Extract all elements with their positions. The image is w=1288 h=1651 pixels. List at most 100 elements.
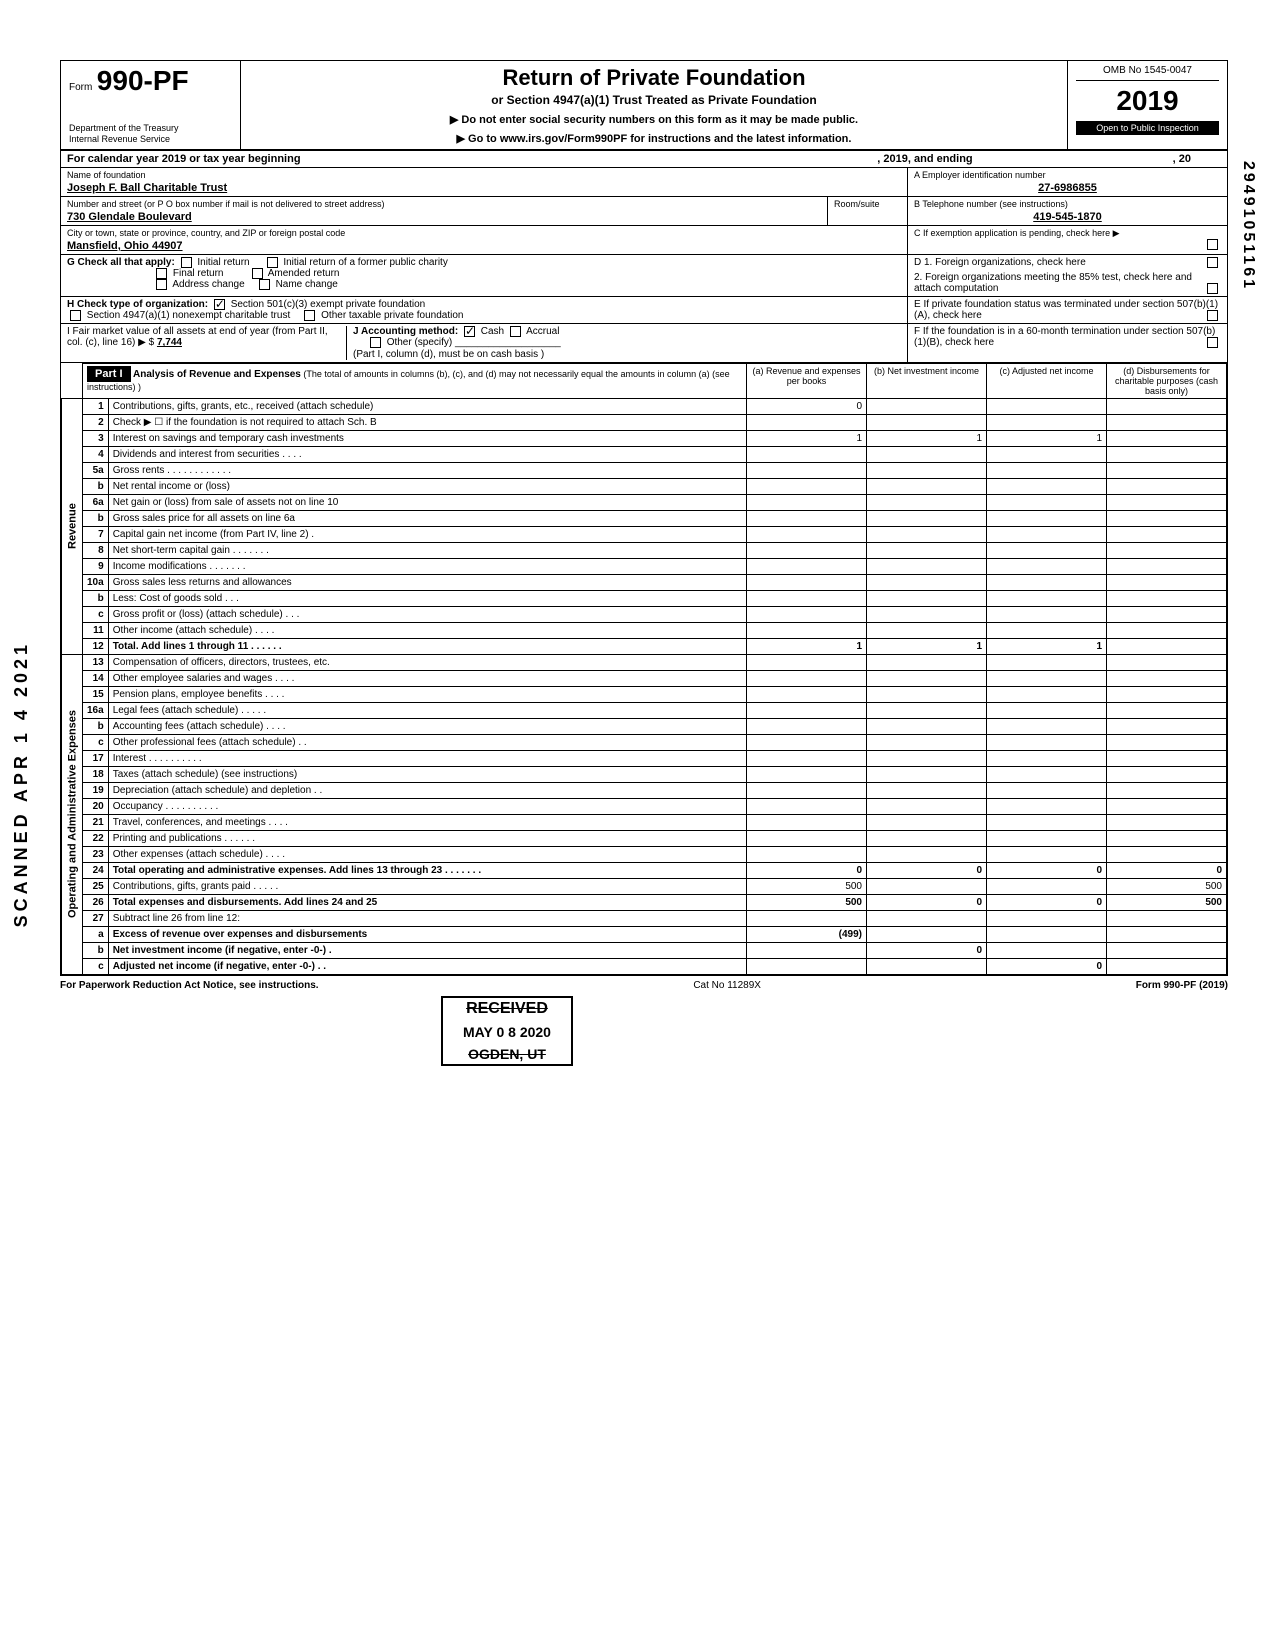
calendar-end: , 20 bbox=[1173, 153, 1191, 165]
row-number: 5a bbox=[83, 462, 109, 478]
row-value bbox=[747, 526, 867, 542]
table-row: 16aLegal fees (attach schedule) . . . . … bbox=[62, 702, 1227, 718]
row-value bbox=[987, 926, 1107, 942]
sec4947-checkbox[interactable] bbox=[70, 310, 81, 321]
initial-former-checkbox[interactable] bbox=[267, 257, 278, 268]
row-value bbox=[987, 446, 1107, 462]
row-value bbox=[867, 718, 987, 734]
row-value bbox=[1107, 542, 1227, 558]
i-label: I Fair market value of all assets at end… bbox=[67, 326, 328, 348]
row-value bbox=[987, 686, 1107, 702]
accrual-checkbox[interactable] bbox=[510, 326, 521, 337]
table-row: cOther professional fees (attach schedul… bbox=[62, 734, 1227, 750]
sec501-checkbox[interactable] bbox=[214, 299, 225, 310]
row-value bbox=[867, 590, 987, 606]
row-value: (499) bbox=[747, 926, 867, 942]
d2-checkbox[interactable] bbox=[1207, 283, 1218, 294]
row-description: Interest . . . . . . . . . . bbox=[108, 750, 746, 766]
table-row: Operating and Administrative Expenses13C… bbox=[62, 654, 1227, 670]
city-label: City or town, state or province, country… bbox=[67, 228, 901, 238]
row-value: 500 bbox=[747, 894, 867, 910]
row-value bbox=[747, 798, 867, 814]
row-value bbox=[867, 702, 987, 718]
row-value: 500 bbox=[747, 878, 867, 894]
row-value bbox=[987, 830, 1107, 846]
d1-checkbox[interactable] bbox=[1207, 257, 1218, 268]
row-description: Capital gain net income (from Part IV, l… bbox=[108, 526, 746, 542]
scanned-stamp: SCANNED APR 1 4 2021 bbox=[11, 641, 32, 927]
d1-label: D 1. Foreign organizations, check here bbox=[914, 257, 1086, 268]
i-value: 7,744 bbox=[157, 337, 182, 348]
phone-value: 419-545-1870 bbox=[914, 211, 1221, 223]
pending-checkbox[interactable] bbox=[1207, 239, 1218, 250]
e-checkbox[interactable] bbox=[1207, 310, 1218, 321]
row-value bbox=[1107, 510, 1227, 526]
row-value bbox=[987, 558, 1107, 574]
row-description: Occupancy . . . . . . . . . . bbox=[108, 798, 746, 814]
row-value bbox=[1107, 750, 1227, 766]
row-value bbox=[747, 910, 867, 926]
initial-return-checkbox[interactable] bbox=[181, 257, 192, 268]
cash-checkbox[interactable] bbox=[464, 326, 475, 337]
row-number: 12 bbox=[83, 638, 109, 654]
instruction-url: ▶ Go to www.irs.gov/Form990PF for instru… bbox=[249, 132, 1059, 145]
amended-checkbox[interactable] bbox=[252, 268, 263, 279]
row-description: Taxes (attach schedule) (see instruction… bbox=[108, 766, 746, 782]
row-value bbox=[1107, 814, 1227, 830]
row-value bbox=[1107, 702, 1227, 718]
form-number-cell: Form 990-PF Department of the Treasury I… bbox=[61, 61, 241, 149]
row-value bbox=[1107, 478, 1227, 494]
g-label: G Check all that apply: bbox=[67, 257, 175, 268]
row-number: 17 bbox=[83, 750, 109, 766]
omb-number: OMB No 1545-0047 bbox=[1076, 65, 1219, 81]
row-value bbox=[747, 510, 867, 526]
row-value bbox=[747, 446, 867, 462]
row-value bbox=[747, 558, 867, 574]
other-specify-checkbox[interactable] bbox=[370, 337, 381, 348]
row-value bbox=[1107, 622, 1227, 638]
row-value bbox=[867, 798, 987, 814]
row-description: Excess of revenue over expenses and disb… bbox=[108, 926, 746, 942]
table-row: 14Other employee salaries and wages . . … bbox=[62, 670, 1227, 686]
address-change-label: Address change bbox=[172, 279, 244, 290]
row-value bbox=[1107, 958, 1227, 974]
row-number: 13 bbox=[83, 654, 109, 670]
row-description: Depreciation (attach schedule) and deple… bbox=[108, 782, 746, 798]
address-change-checkbox[interactable] bbox=[156, 279, 167, 290]
row-value bbox=[987, 654, 1107, 670]
row-value bbox=[987, 766, 1107, 782]
row-value bbox=[1107, 942, 1227, 958]
row-number: 6a bbox=[83, 494, 109, 510]
row-description: Other professional fees (attach schedule… bbox=[108, 734, 746, 750]
row-number: 23 bbox=[83, 846, 109, 862]
row-description: Gross rents . . . . . . . . . . . . bbox=[108, 462, 746, 478]
row-number: 27 bbox=[83, 910, 109, 926]
initial-return-label: Initial return bbox=[197, 257, 249, 268]
dept-treasury: Department of the Treasury bbox=[69, 123, 232, 134]
row-description: Gross sales less returns and allowances bbox=[108, 574, 746, 590]
row-value bbox=[867, 766, 987, 782]
ogden-text: OGDEN, UT bbox=[463, 1046, 551, 1062]
f-checkbox[interactable] bbox=[1207, 337, 1218, 348]
row-number: c bbox=[83, 958, 109, 974]
row-value bbox=[747, 750, 867, 766]
irs-label: Internal Revenue Service bbox=[69, 134, 232, 145]
pending-label: C If exemption application is pending, c… bbox=[914, 228, 1221, 239]
row-value bbox=[987, 510, 1107, 526]
name-change-checkbox[interactable] bbox=[259, 279, 270, 290]
other-taxable-checkbox[interactable] bbox=[304, 310, 315, 321]
row-value bbox=[867, 526, 987, 542]
row-value: 0 bbox=[987, 894, 1107, 910]
address-label: Number and street (or P O box number if … bbox=[67, 199, 821, 209]
row-value bbox=[747, 958, 867, 974]
j-note: (Part I, column (d), must be on cash bas… bbox=[353, 349, 544, 360]
table-row: Revenue1Contributions, gifts, grants, et… bbox=[62, 398, 1227, 414]
sec501-label: Section 501(c)(3) exempt private foundat… bbox=[231, 299, 426, 310]
row-number: c bbox=[83, 734, 109, 750]
row-description: Adjusted net income (if negative, enter … bbox=[108, 958, 746, 974]
row-value bbox=[1107, 686, 1227, 702]
row-number: 24 bbox=[83, 862, 109, 878]
g-row: G Check all that apply: Initial return I… bbox=[61, 255, 1227, 297]
row-value bbox=[747, 478, 867, 494]
final-return-checkbox[interactable] bbox=[156, 268, 167, 279]
